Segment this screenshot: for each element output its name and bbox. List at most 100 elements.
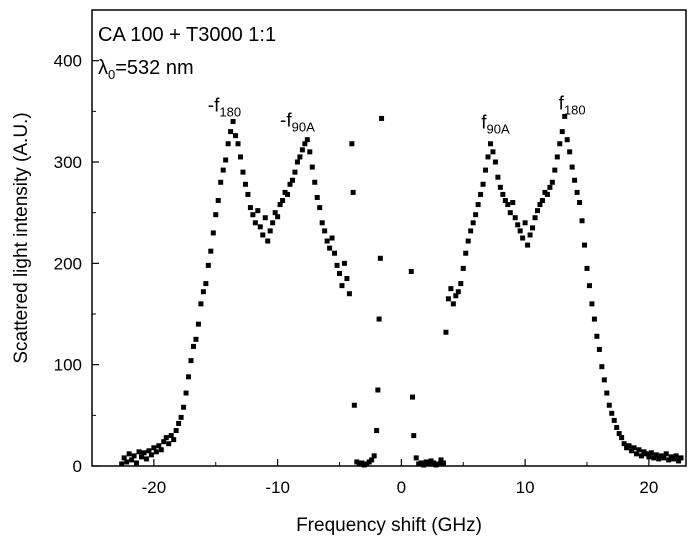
data-point [299,147,305,153]
data-point [240,169,246,175]
data-point [445,296,451,302]
data-point [337,270,342,276]
data-point [502,198,508,204]
data-point [272,210,278,216]
data-point [517,228,523,234]
data-point [485,154,491,160]
data-point [661,455,667,461]
data-point [280,198,286,204]
data-point [168,433,174,439]
data-point [314,194,320,200]
data-point [297,154,303,160]
y-tick-label: 100 [54,356,82,375]
peak-label: f90A [481,113,510,137]
data-point [666,457,672,463]
data-point [178,414,184,420]
annotation-wavelength: λ0=532 nm [98,57,194,82]
data-point [319,220,325,226]
data-point [421,462,427,468]
data-point [304,137,310,143]
data-point [350,189,356,195]
data-point [203,281,209,287]
data-point [539,198,545,204]
data-point [262,215,268,221]
data-point [220,167,226,173]
peak-label: -f90A [280,111,315,135]
data-point [643,451,649,457]
data-point [611,417,617,423]
data-point [527,232,533,238]
data-point [134,460,140,466]
x-tick-label: -20 [142,478,167,497]
data-point [183,390,189,396]
data-point [238,154,243,160]
data-point [208,248,214,254]
data-point [549,179,555,185]
data-point [287,181,293,187]
data-point [131,453,137,459]
data-point [285,191,291,197]
data-point [186,374,192,380]
data-point [126,451,132,457]
data-point [294,159,300,165]
data-point [586,283,592,289]
data-point [557,141,563,147]
data-point [413,455,419,461]
data-point [572,177,578,183]
data-point [275,214,281,220]
data-point [230,118,236,124]
annotation-wavelength-suffix: =532 nm [115,57,193,79]
data-point [443,329,449,335]
data-point [646,454,652,460]
data-point [324,238,330,244]
data-point [525,242,531,248]
data-point [505,202,511,208]
data-point [153,449,159,455]
data-point [438,457,444,463]
data-point [351,402,357,408]
data-point [584,265,590,271]
data-point [223,157,229,163]
data-point [463,250,469,256]
data-point [205,262,211,268]
data-point [218,179,224,185]
data-point [119,461,125,467]
data-point [257,224,263,230]
data-point [129,457,135,463]
data-point [200,289,206,295]
data-point [663,451,669,457]
data-point [473,212,479,218]
data-point [676,458,682,464]
data-point [621,441,627,447]
data-point [265,238,271,244]
data-point [648,450,654,456]
data-point [609,410,615,416]
peak-label: -f180 [208,95,241,119]
y-tick-label: 0 [73,457,82,476]
data-point [564,137,570,143]
data-point [460,265,466,271]
data-point [374,428,380,434]
x-tick-label: 10 [516,478,535,497]
data-point [490,149,496,155]
data-point [554,154,560,160]
data-points [119,113,684,468]
data-point [156,443,162,449]
data-point [626,443,632,449]
data-point [334,262,340,268]
data-point [492,159,498,165]
data-point [636,447,642,453]
data-point [495,174,501,180]
annotation-wavelength-sub: 0 [108,67,115,82]
data-point [515,222,521,228]
data-point [510,200,516,206]
data-point [455,289,461,295]
data-point [520,235,526,241]
data-point [181,404,187,410]
data-point [349,141,355,147]
data-point [371,453,377,459]
data-point [235,141,241,147]
data-point [267,228,273,234]
data-point [470,220,476,226]
